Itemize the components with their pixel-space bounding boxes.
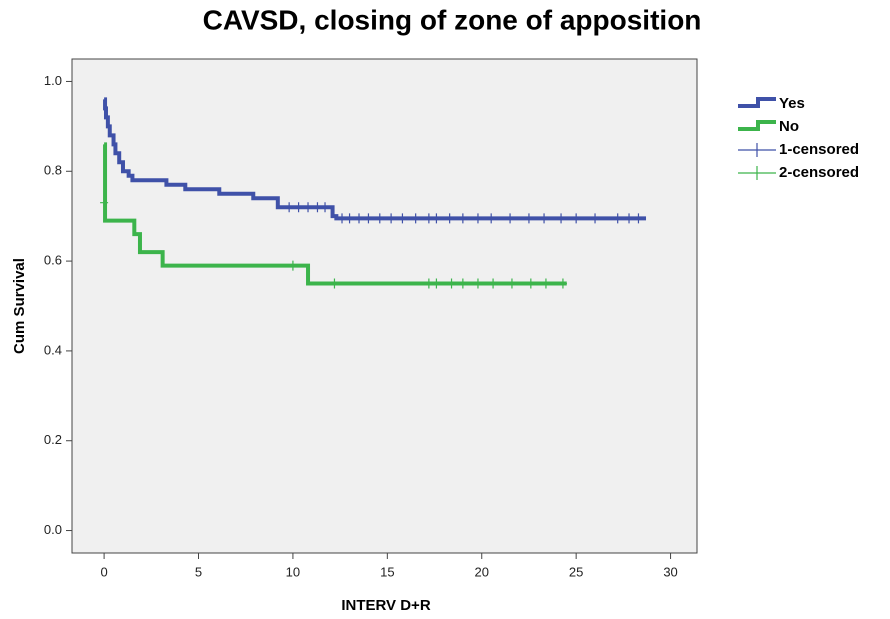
censor-mark (507, 278, 516, 289)
x-tick-label: 15 (380, 564, 394, 579)
censor-mark (294, 202, 303, 213)
censor-mark (432, 278, 441, 289)
censor-mark (458, 278, 467, 289)
censor-mark (540, 213, 549, 224)
censor-mark (288, 260, 297, 271)
censor-mark (285, 202, 294, 213)
censor-mark (506, 213, 515, 224)
y-tick-label: 0.0 (44, 522, 62, 537)
survival-line (103, 97, 647, 221)
legend-swatch (738, 120, 776, 131)
x-axis-title: INTERV D+R (341, 597, 430, 614)
censor-mark (458, 213, 467, 224)
censor-mark (524, 213, 533, 224)
censor-mark (445, 213, 454, 224)
censor-mark (355, 213, 364, 224)
legend-label: 1-censored (779, 141, 859, 158)
censor-mark (557, 213, 566, 224)
legend-swatch (738, 97, 776, 108)
censor-mark (591, 213, 600, 224)
y-tick-label: 1.0 (44, 73, 62, 88)
censor-mark (558, 278, 567, 289)
censor-mark (398, 213, 407, 224)
chart-title: CAVSD, closing of zone of apposition (203, 4, 702, 35)
censor-mark (447, 278, 456, 289)
legend-swatch (738, 143, 776, 157)
censor-mark (100, 197, 109, 208)
x-tick-label: 25 (569, 564, 583, 579)
x-tick-label: 30 (663, 564, 677, 579)
censor-mark (613, 213, 622, 224)
censor-mark (330, 278, 339, 289)
legend-label: 2-censored (779, 164, 859, 181)
y-axis-title: Cum Survival (11, 258, 28, 354)
censor-mark (364, 213, 373, 224)
y-tick-label: 0.8 (44, 163, 62, 178)
censor-mark (424, 213, 433, 224)
censor-mark (432, 213, 441, 224)
censor-mark (634, 213, 643, 224)
y-tick-label: 0.4 (44, 342, 62, 357)
plot-area (71, 58, 698, 554)
censor-mark (387, 213, 396, 224)
censor-mark (526, 278, 535, 289)
censor-mark (411, 213, 420, 224)
x-tick-label: 20 (475, 564, 489, 579)
censor-mark (321, 202, 330, 213)
censor-mark (541, 278, 550, 289)
censor-mark (375, 213, 384, 224)
censor-mark (489, 278, 498, 289)
y-tick-label: 0.2 (44, 432, 62, 447)
censor-mark (304, 202, 313, 213)
censor-mark (473, 213, 482, 224)
censor-mark (313, 202, 322, 213)
x-tick-label: 0 (100, 564, 107, 579)
censor-mark (572, 213, 581, 224)
legend-swatch (738, 166, 776, 180)
legend-label: No (779, 118, 799, 135)
censor-mark (487, 213, 496, 224)
survival-line (103, 142, 567, 286)
censor-mark (424, 278, 433, 289)
legend-label: Yes (779, 95, 805, 112)
x-tick-label: 10 (286, 564, 300, 579)
censor-mark (338, 213, 347, 224)
censor-mark (473, 278, 482, 289)
y-tick-label: 0.6 (44, 253, 62, 268)
censor-mark (625, 213, 634, 224)
censor-mark (345, 213, 354, 224)
x-tick-label: 5 (195, 564, 202, 579)
